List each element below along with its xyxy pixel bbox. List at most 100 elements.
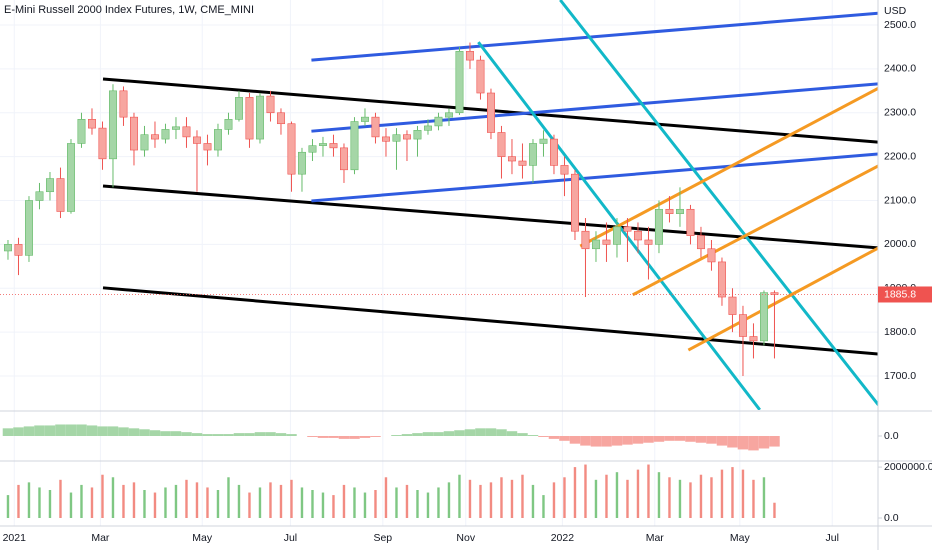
volume-bar xyxy=(689,482,692,518)
volume-bar xyxy=(405,484,409,518)
candle-body xyxy=(298,151,306,175)
osc-bar xyxy=(538,436,549,437)
osc-bar xyxy=(160,431,171,436)
osc-bar xyxy=(275,433,287,436)
osc-bar xyxy=(359,436,371,438)
volume-bar xyxy=(416,490,419,518)
osc-bar xyxy=(674,436,686,441)
volume-bar xyxy=(531,484,535,518)
chart-title: E-Mini Russell 2000 Index Futures, 1W, C… xyxy=(4,4,254,16)
trend-line xyxy=(687,246,878,352)
osc-bar xyxy=(706,436,717,444)
osc-bar xyxy=(139,429,150,436)
candle-body xyxy=(633,230,642,241)
osc-bar xyxy=(422,432,434,436)
volume-bar xyxy=(447,482,451,518)
y-tick-label: 2400.0 xyxy=(884,63,916,75)
osc-bar xyxy=(412,433,423,436)
osc-bar xyxy=(191,433,203,436)
volume-bar xyxy=(38,487,41,518)
volume-bar xyxy=(101,474,104,518)
candle-body xyxy=(88,119,96,129)
candle-body xyxy=(361,116,369,122)
trend-line xyxy=(311,82,878,133)
x-tick-label: 2022 xyxy=(551,532,575,544)
osc-bar xyxy=(737,436,749,450)
volume-bar xyxy=(647,464,650,518)
volume-bar xyxy=(237,484,241,518)
osc-bar xyxy=(643,436,654,443)
candle-body xyxy=(539,138,548,144)
osc-bar xyxy=(685,436,696,442)
candle-body xyxy=(602,239,611,245)
volume-bar xyxy=(69,492,73,518)
candle-body xyxy=(56,178,65,212)
volume-bar xyxy=(353,487,356,518)
osc-bar xyxy=(590,436,602,447)
osc-bar xyxy=(391,435,402,436)
candle-body xyxy=(675,208,684,214)
x-tick-label: Jul xyxy=(284,532,297,544)
volume-bar xyxy=(300,487,304,518)
volume-bar xyxy=(773,502,776,518)
volume-bar xyxy=(710,477,713,518)
osc-bar xyxy=(118,427,129,436)
osc-bar xyxy=(244,433,255,436)
volume-bar xyxy=(185,479,188,518)
candle-body xyxy=(4,244,12,252)
osc-bar xyxy=(559,436,570,441)
x-tick-label: Mar xyxy=(646,532,665,544)
osc-bar xyxy=(464,429,476,436)
last-price-label: 1885.8 xyxy=(884,288,916,300)
trend-line xyxy=(102,286,878,356)
volume-bar xyxy=(668,477,671,518)
volume-bar xyxy=(332,495,335,518)
volume-bar xyxy=(363,492,367,518)
volume-bar xyxy=(615,472,619,518)
candle-body xyxy=(465,51,474,61)
trend-line xyxy=(579,86,878,248)
osc-bar xyxy=(748,436,759,451)
candle-body xyxy=(140,134,149,151)
candle-body xyxy=(214,129,222,151)
osc-bar xyxy=(23,426,35,436)
candle-body xyxy=(224,119,233,130)
candle-body xyxy=(581,230,590,250)
volume-bar xyxy=(227,477,230,518)
drawings xyxy=(102,0,878,410)
candle-body xyxy=(193,136,201,144)
volume-tick-label: 0.0 xyxy=(884,512,899,524)
osc-bar xyxy=(443,431,455,436)
osc-bar xyxy=(34,425,45,436)
candle-body xyxy=(25,200,33,256)
x-tick-label: Jul xyxy=(826,532,839,544)
volume-bar xyxy=(48,490,52,518)
volume-bar xyxy=(258,487,262,518)
volume-bar xyxy=(489,482,493,518)
osc-bar xyxy=(611,436,623,446)
osc-bar xyxy=(223,434,234,436)
y-tick-label: 2200.0 xyxy=(884,150,916,162)
candle-body xyxy=(382,136,390,142)
candle-body xyxy=(696,235,705,250)
candle-body xyxy=(151,134,159,140)
candle-body xyxy=(287,123,296,175)
candle-body xyxy=(759,292,768,342)
candle-body xyxy=(455,51,464,114)
volume-tick-label: 2000000.0 xyxy=(884,461,932,473)
osc-bar xyxy=(44,425,56,436)
candle-body xyxy=(749,336,758,342)
volume-bar xyxy=(594,479,598,518)
candle-body xyxy=(308,145,317,153)
candle-body xyxy=(340,147,348,171)
volume-bar xyxy=(384,477,388,518)
osc-bar xyxy=(454,430,465,436)
osc-bar xyxy=(2,428,14,436)
volume-bar xyxy=(510,479,514,518)
candle-body xyxy=(665,208,674,214)
volume-bar xyxy=(605,474,608,518)
osc-bar xyxy=(475,428,486,436)
candle-body xyxy=(717,261,726,298)
volume-bar xyxy=(248,492,251,518)
